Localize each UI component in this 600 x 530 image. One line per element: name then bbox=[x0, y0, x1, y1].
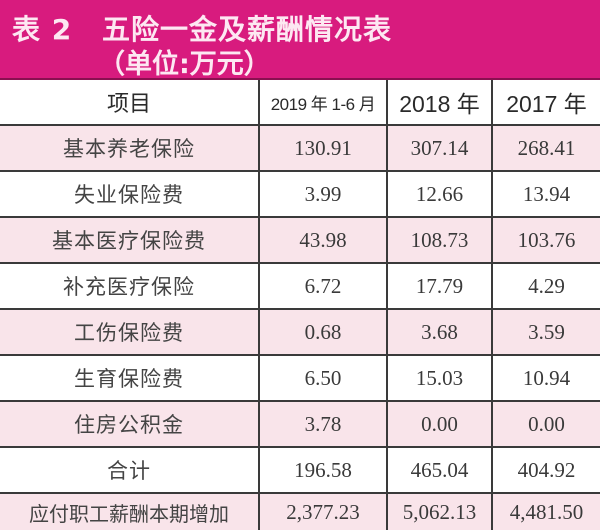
table-row: 住房公积金 3.78 0.00 0.00 bbox=[0, 400, 600, 448]
header-2019h1: 2019 年 1-6 月 bbox=[258, 80, 388, 126]
header-item: 项目 bbox=[0, 80, 260, 126]
cell-2018: 3.68 bbox=[386, 308, 493, 356]
cell-2017: 3.59 bbox=[491, 308, 600, 356]
cell-2018: 12.66 bbox=[386, 170, 493, 218]
row-label: 应付职工薪酬本期增加 bbox=[0, 492, 260, 530]
salary-increase-row: 应付职工薪酬本期增加 2,377.23 5,062.13 4,481.50 bbox=[0, 492, 600, 530]
insurance-salary-table: 项目 2019 年 1-6 月 2018 年 2017 年 基本养老保险 130… bbox=[0, 80, 600, 530]
cell-2017: 4.29 bbox=[491, 262, 600, 310]
table-title: 表 2 五险一金及薪酬情况表 bbox=[12, 8, 392, 48]
table-row: 基本医疗保险费 43.98 108.73 103.76 bbox=[0, 216, 600, 264]
cell-2017: 404.92 bbox=[491, 446, 600, 494]
table-row: 补充医疗保险 6.72 17.79 4.29 bbox=[0, 262, 600, 310]
table-unit: （单位:万元） bbox=[98, 49, 271, 80]
table-row: 生育保险费 6.50 15.03 10.94 bbox=[0, 354, 600, 402]
header-2018: 2018 年 bbox=[386, 80, 493, 126]
cell-2019h1: 3.78 bbox=[258, 400, 388, 448]
cell-2017: 103.76 bbox=[491, 216, 600, 264]
cell-2019h1: 0.68 bbox=[258, 308, 388, 356]
table-number: 表 2 bbox=[12, 13, 73, 46]
table-row: 失业保险费 3.99 12.66 13.94 bbox=[0, 170, 600, 218]
cell-2019h1: 130.91 bbox=[258, 124, 388, 172]
cell-2018: 5,062.13 bbox=[386, 492, 493, 530]
cell-2017: 0.00 bbox=[491, 400, 600, 448]
row-label: 失业保险费 bbox=[0, 170, 260, 218]
table-title-bar: 表 2 五险一金及薪酬情况表 （单位:万元） bbox=[0, 0, 600, 80]
header-row: 项目 2019 年 1-6 月 2018 年 2017 年 bbox=[0, 80, 600, 126]
cell-2018: 17.79 bbox=[386, 262, 493, 310]
row-label: 补充医疗保险 bbox=[0, 262, 260, 310]
cell-2019h1: 196.58 bbox=[258, 446, 388, 494]
cell-2018: 108.73 bbox=[386, 216, 493, 264]
row-label: 工伤保险费 bbox=[0, 308, 260, 356]
total-row: 合计 196.58 465.04 404.92 bbox=[0, 446, 600, 494]
row-label: 合计 bbox=[0, 446, 260, 494]
cell-2018: 0.00 bbox=[386, 400, 493, 448]
cell-2017: 268.41 bbox=[491, 124, 600, 172]
row-label: 住房公积金 bbox=[0, 400, 260, 448]
table-row: 工伤保险费 0.68 3.68 3.59 bbox=[0, 308, 600, 356]
table-name: 五险一金及薪酬情况表 bbox=[102, 13, 393, 46]
row-label: 生育保险费 bbox=[0, 354, 260, 402]
cell-2017: 10.94 bbox=[491, 354, 600, 402]
cell-2018: 15.03 bbox=[386, 354, 493, 402]
cell-2019h1: 2,377.23 bbox=[258, 492, 388, 530]
cell-2019h1: 43.98 bbox=[258, 216, 388, 264]
cell-2017: 4,481.50 bbox=[491, 492, 600, 530]
row-label: 基本养老保险 bbox=[0, 124, 260, 172]
cell-2018: 307.14 bbox=[386, 124, 493, 172]
header-2017: 2017 年 bbox=[491, 80, 600, 126]
cell-2019h1: 6.72 bbox=[258, 262, 388, 310]
cell-2018: 465.04 bbox=[386, 446, 493, 494]
cell-2017: 13.94 bbox=[491, 170, 600, 218]
table-row: 基本养老保险 130.91 307.14 268.41 bbox=[0, 124, 600, 172]
row-label: 基本医疗保险费 bbox=[0, 216, 260, 264]
cell-2019h1: 3.99 bbox=[258, 170, 388, 218]
cell-2019h1: 6.50 bbox=[258, 354, 388, 402]
